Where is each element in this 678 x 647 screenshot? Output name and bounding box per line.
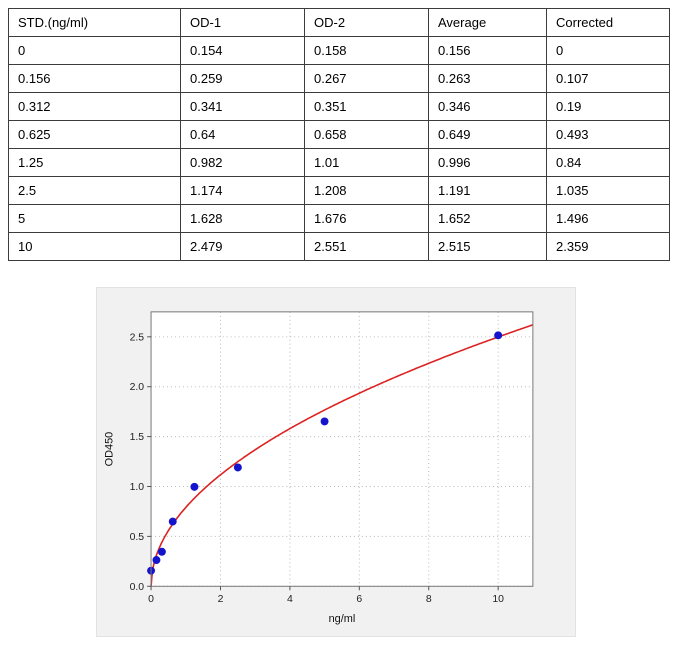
column-header: Corrected bbox=[546, 8, 670, 37]
table-cell: 1.652 bbox=[428, 204, 547, 233]
table-cell: 0.64 bbox=[180, 120, 305, 149]
plot-frame bbox=[150, 311, 534, 587]
table-cell: 10 bbox=[8, 232, 181, 261]
table-cell: 1.208 bbox=[304, 176, 429, 205]
table-cell: 2.551 bbox=[304, 232, 429, 261]
standard-curve-chart: 0 2 4 6 8 10 0.0 0.5 1.0 1.5 2.0 2.5 ng/ml OD450 bbox=[103, 311, 534, 625]
data-point bbox=[320, 417, 329, 426]
table-cell: 0.19 bbox=[546, 92, 670, 121]
table-cell: 0.156 bbox=[8, 64, 181, 93]
table-cell: 1.676 bbox=[304, 204, 429, 233]
x-tick-label: 2 bbox=[218, 594, 224, 605]
table-row: 2.5 1.174 1.208 1.191 1.035 bbox=[8, 176, 670, 205]
table-cell: 0.312 bbox=[8, 92, 181, 121]
table-row: 0.625 0.64 0.658 0.649 0.493 bbox=[8, 120, 670, 149]
table-row: 10 2.479 2.551 2.515 2.359 bbox=[8, 232, 670, 261]
table-row: 0.156 0.259 0.267 0.263 0.107 bbox=[8, 64, 670, 93]
standard-data-table: STD.(ng/ml) OD-1 OD-2 Average Corrected 0 0.1… bbox=[8, 8, 670, 261]
table-cell: 2.515 bbox=[428, 232, 547, 261]
table-cell: 0.658 bbox=[304, 120, 429, 149]
data-point bbox=[190, 482, 199, 491]
table-cell: 0 bbox=[8, 36, 181, 65]
table-row: 1.25 0.982 1.01 0.996 0.84 bbox=[8, 148, 670, 177]
data-point bbox=[168, 517, 177, 526]
table-cell: 5 bbox=[8, 204, 181, 233]
table-body: 0 0.154 0.158 0.156 0 0.156 0.259 0.267 0.263 0.1… bbox=[8, 36, 670, 261]
column-header: OD-1 bbox=[180, 8, 305, 37]
table-row: 5 1.628 1.676 1.652 1.496 bbox=[8, 204, 670, 233]
y-tick-label: 2.5 bbox=[130, 332, 145, 343]
table-cell: 1.035 bbox=[546, 176, 670, 205]
table-row: 0.312 0.341 0.351 0.346 0.19 bbox=[8, 92, 670, 121]
table-cell: 2.359 bbox=[546, 232, 670, 261]
x-tick-label: 6 bbox=[356, 594, 362, 605]
x-tick-label: 10 bbox=[492, 594, 504, 605]
table-cell: 0.982 bbox=[180, 148, 305, 177]
table-cell: 0 bbox=[546, 36, 670, 65]
x-tick-label: 8 bbox=[426, 594, 432, 605]
table-cell: 1.496 bbox=[546, 204, 670, 233]
table-cell: 0.346 bbox=[428, 92, 547, 121]
y-tick-label: 2.0 bbox=[130, 382, 145, 393]
x-tick-label: 4 bbox=[287, 594, 293, 605]
table-cell: 0.107 bbox=[546, 64, 670, 93]
table-cell: 0.493 bbox=[546, 120, 670, 149]
table-cell: 0.625 bbox=[8, 120, 181, 149]
standard-curve-figure: 0 2 4 6 8 10 0.0 0.5 1.0 1.5 2.0 2.5 ng/ml OD450 bbox=[96, 287, 576, 637]
table-row: 0 0.154 0.158 0.156 0 bbox=[8, 36, 670, 65]
column-header: OD-2 bbox=[304, 8, 429, 37]
table-cell: 1.628 bbox=[180, 204, 305, 233]
plot-background bbox=[151, 311, 533, 587]
table-cell: 0.84 bbox=[546, 148, 670, 177]
table-cell: 2.5 bbox=[8, 176, 181, 205]
y-tick-label: 0.5 bbox=[130, 532, 145, 543]
fit-curve bbox=[150, 324, 534, 587]
table-cell: 1.25 bbox=[8, 148, 181, 177]
table-header: STD.(ng/ml) OD-1 OD-2 Average Corrected bbox=[8, 8, 670, 37]
data-point bbox=[152, 556, 161, 565]
y-axis-label: OD450 bbox=[103, 432, 115, 467]
column-header: Average bbox=[428, 8, 547, 37]
table-cell: 0.263 bbox=[428, 64, 547, 93]
table-cell: 2.479 bbox=[180, 232, 305, 261]
data-point bbox=[157, 547, 166, 556]
table-cell: 0.154 bbox=[180, 36, 305, 65]
y-tick-label: 1.5 bbox=[130, 432, 145, 443]
x-axis-label: ng/ml bbox=[329, 613, 356, 625]
table-cell: 0.341 bbox=[180, 92, 305, 121]
y-tick-label: 1.0 bbox=[130, 482, 145, 493]
table-cell: 0.156 bbox=[428, 36, 547, 65]
column-header: STD.(ng/ml) bbox=[8, 8, 181, 37]
table-cell: 0.158 bbox=[304, 36, 429, 65]
y-tick-label: 0.0 bbox=[130, 582, 145, 593]
table-header-row: STD.(ng/ml) OD-1 OD-2 Average Corrected bbox=[8, 8, 670, 37]
data-point bbox=[494, 331, 503, 340]
table-cell: 0.649 bbox=[428, 120, 547, 149]
table-cell: 0.996 bbox=[428, 148, 547, 177]
table-cell: 0.259 bbox=[180, 64, 305, 93]
table-cell: 1.01 bbox=[304, 148, 429, 177]
table-cell: 1.191 bbox=[428, 176, 547, 205]
table-cell: 1.174 bbox=[180, 176, 305, 205]
table-cell: 0.351 bbox=[304, 92, 429, 121]
data-point bbox=[233, 463, 242, 472]
table-cell: 0.267 bbox=[304, 64, 429, 93]
x-tick-label: 0 bbox=[148, 594, 154, 605]
